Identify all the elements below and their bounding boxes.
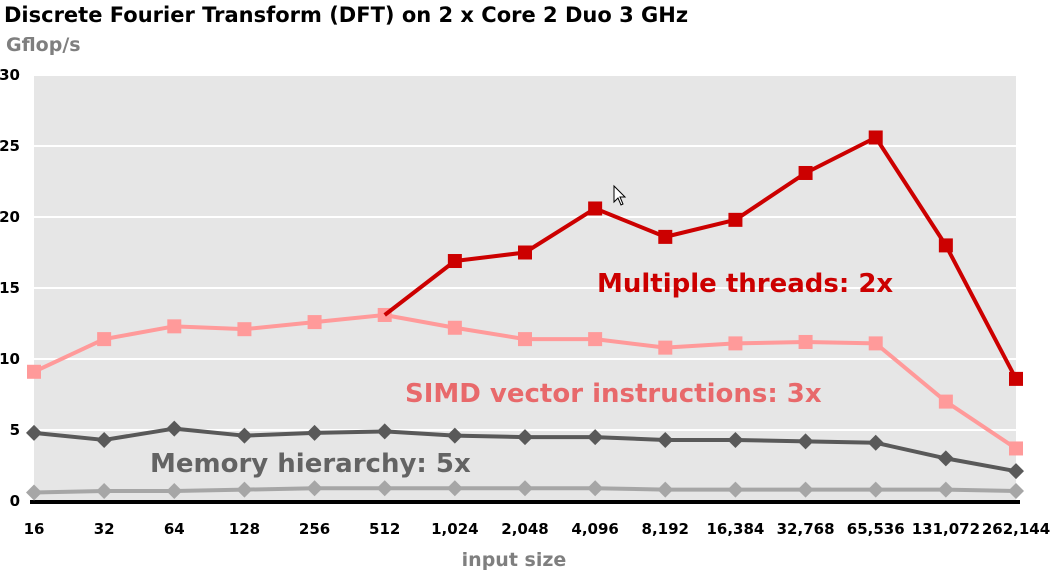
data-point-memory — [727, 431, 744, 448]
data-point-memory — [236, 427, 253, 444]
data-point-scalar — [446, 480, 463, 497]
data-point-memory — [1008, 463, 1024, 480]
data-point-threads — [938, 238, 953, 253]
data-point-simd — [1009, 441, 1023, 456]
data-point-memory — [797, 433, 814, 450]
series-layer — [26, 130, 1024, 501]
data-point-scalar — [727, 481, 744, 498]
annotations: Multiple threads: 2x SIMD vector instruct… — [150, 269, 893, 479]
x-tick-label: 8,192 — [642, 520, 689, 538]
data-point-simd — [588, 332, 603, 347]
x-tick-label: 16 — [24, 520, 45, 538]
annotation-memory: Memory hierarchy: 5x — [150, 449, 471, 479]
y-axis-label: Gflop/s — [6, 34, 81, 56]
data-point-scalar — [236, 481, 253, 498]
data-point-memory — [96, 431, 113, 448]
data-point-scalar — [96, 483, 113, 500]
x-axis-label: input size — [462, 549, 567, 571]
data-point-memory — [376, 423, 393, 440]
x-tick-label: 16,384 — [706, 520, 764, 538]
series-scalar — [26, 480, 1024, 501]
chart-title: Discrete Fourier Transform (DFT) on 2 x … — [4, 3, 688, 27]
x-tick-label: 131,072 — [912, 520, 980, 538]
x-tick-label: 64 — [164, 520, 185, 538]
data-point-scalar — [797, 481, 814, 498]
x-tick-label: 32,768 — [777, 520, 835, 538]
y-tick-label: 15 — [0, 279, 20, 297]
data-point-simd — [307, 315, 322, 330]
data-point-simd — [658, 340, 673, 355]
data-point-scalar — [937, 481, 954, 498]
data-point-memory — [517, 429, 533, 446]
data-point-simd — [237, 322, 252, 337]
data-point-scalar — [376, 480, 393, 497]
data-point-threads — [518, 245, 532, 260]
data-point-simd — [27, 364, 41, 379]
y-tick-label: 25 — [0, 137, 20, 155]
data-point-scalar — [306, 480, 323, 497]
data-point-simd — [447, 320, 462, 335]
series-line-threads — [383, 135, 1018, 380]
y-tick-label: 10 — [0, 350, 20, 368]
data-point-simd — [798, 334, 813, 349]
data-point-scalar — [657, 481, 674, 498]
annotation-threads: Multiple threads: 2x — [597, 269, 893, 299]
data-point-simd — [728, 336, 743, 351]
data-point-scalar — [587, 480, 604, 497]
series-memory — [26, 420, 1024, 480]
y-tick-label: 30 — [0, 66, 20, 84]
axes: 0 5 10 15 20 25 30 16 32 64 128 256 512 1,024 2,048 4,0… — [0, 66, 1050, 538]
data-point-scalar — [166, 483, 183, 500]
x-tick-label: 2,048 — [501, 520, 548, 538]
data-point-memory — [867, 434, 884, 451]
data-point-memory — [587, 429, 604, 446]
data-point-memory — [446, 427, 463, 444]
x-tick-label: 512 — [369, 520, 400, 538]
data-point-memory — [937, 450, 954, 467]
data-point-memory — [26, 424, 42, 441]
y-tick-label: 20 — [0, 208, 20, 226]
data-point-threads — [868, 130, 883, 145]
data-point-memory — [306, 424, 323, 441]
data-point-scalar — [26, 484, 42, 501]
data-point-threads — [588, 201, 603, 216]
x-tick-label: 128 — [229, 520, 260, 538]
data-point-memory — [166, 420, 183, 437]
y-tick-label: 5 — [10, 421, 20, 439]
x-tick-label: 256 — [299, 520, 330, 538]
data-point-threads — [658, 229, 673, 244]
mouse-cursor-icon — [613, 184, 627, 206]
annotation-simd: SIMD vector instructions: 3x — [405, 379, 822, 409]
data-point-threads — [798, 165, 813, 180]
data-point-simd — [938, 394, 953, 409]
x-tick-label: 32 — [94, 520, 115, 538]
series-threads — [383, 130, 1023, 386]
series-simd — [27, 307, 1023, 456]
data-point-memory — [657, 431, 674, 448]
data-point-scalar — [517, 480, 533, 497]
x-tick-label: 1,024 — [431, 520, 478, 538]
x-tick-label: 262,144 — [982, 520, 1050, 538]
data-point-simd — [868, 336, 883, 351]
y-tick-label: 0 — [10, 492, 20, 510]
data-point-scalar — [867, 481, 884, 498]
data-point-simd — [518, 332, 532, 347]
data-point-threads — [728, 212, 743, 227]
x-tick-label: 65,536 — [847, 520, 905, 538]
data-point-threads — [1009, 371, 1023, 386]
data-point-simd — [97, 332, 112, 347]
data-point-threads — [447, 254, 462, 269]
data-point-simd — [167, 319, 182, 334]
data-point-scalar — [1008, 483, 1024, 500]
x-tick-label: 4,096 — [571, 520, 618, 538]
